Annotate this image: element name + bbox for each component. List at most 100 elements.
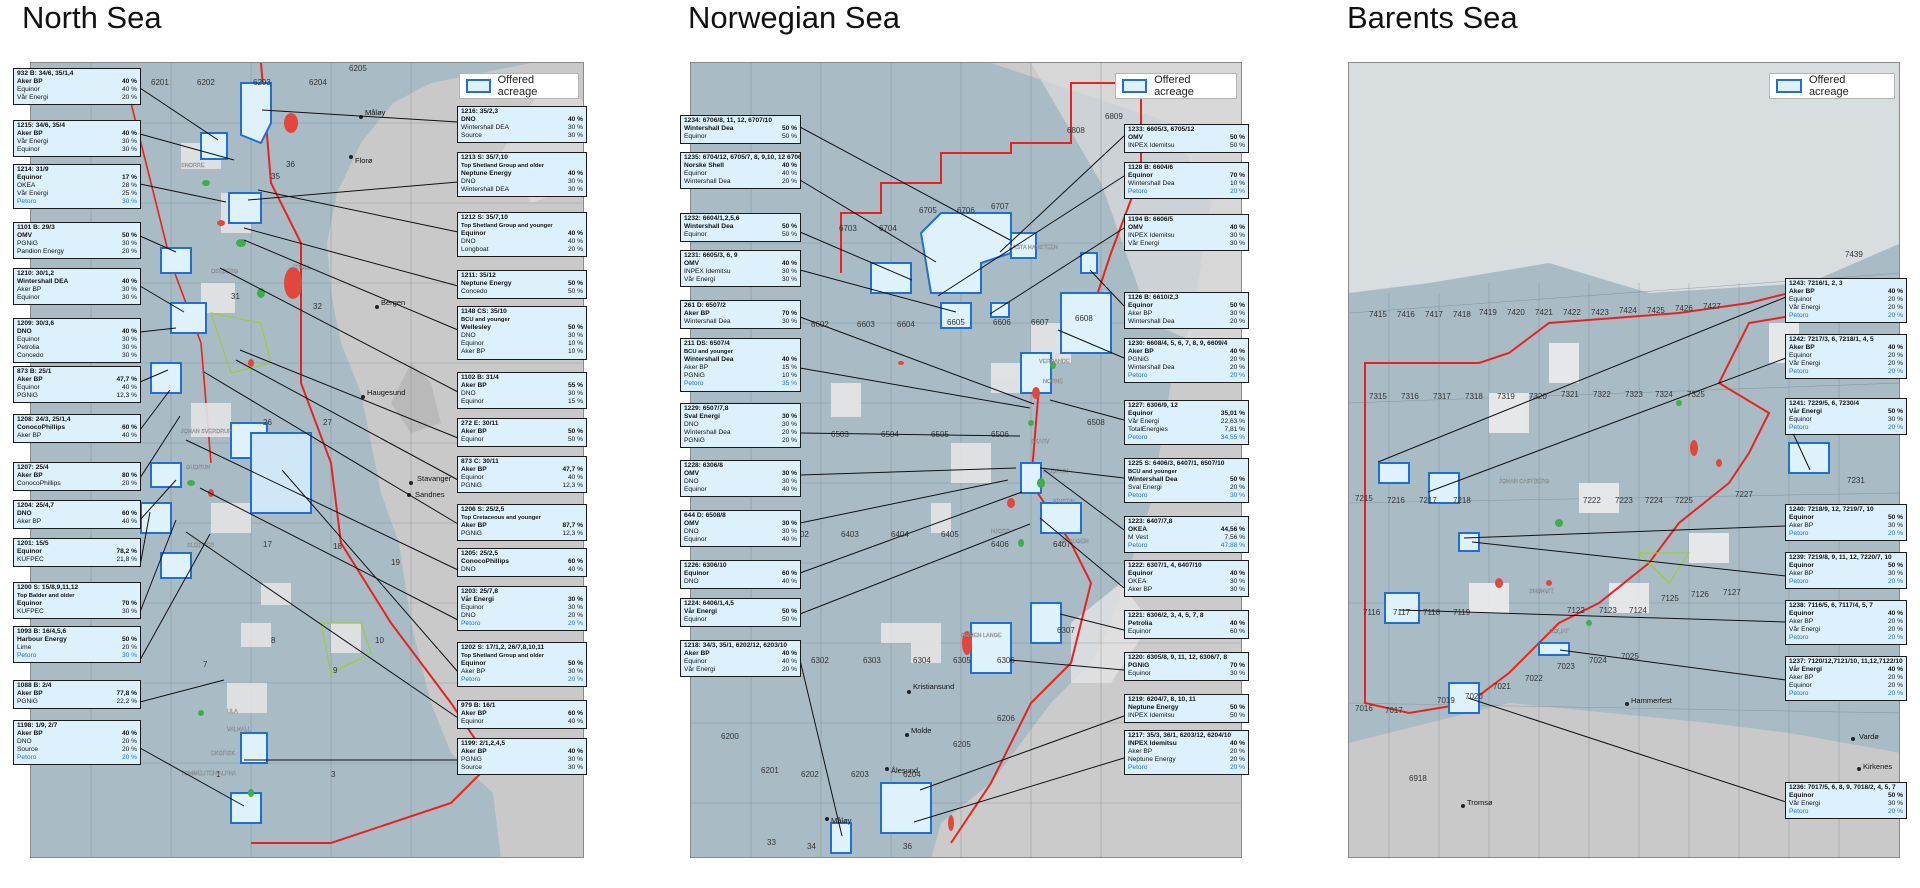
partner-share: 50 % <box>567 428 583 436</box>
block-label: 33 <box>767 838 776 847</box>
license-partner-row: DNO 40 % <box>17 328 137 336</box>
partner-name: Sval Energi <box>684 413 720 421</box>
partner-share: 60 % <box>781 570 797 578</box>
license-partner-row: Wintershall Dea 10 % <box>1128 180 1245 188</box>
partner-name: KUFPEC <box>17 608 44 616</box>
license-card-header: 1206 S: 25/2,5 <box>461 506 505 513</box>
license-card-header: 1194 B: 6606/5 <box>1128 216 1174 223</box>
block-label: 6203 <box>253 78 271 87</box>
partner-share: 20 % <box>1229 484 1245 492</box>
field-label: HEIDRUN <box>1043 469 1068 475</box>
block-label: 7116 <box>1363 608 1381 617</box>
partner-name: Wintershall Dea <box>1128 180 1175 188</box>
license-card-header: 979 B: 16/1 <box>461 702 496 709</box>
license-card: 1233: 6605/3, 6705/12 OMV 50 % INPEX Idemit… <box>1124 124 1249 154</box>
license-partner-row: PGNiG 30 % <box>17 240 137 248</box>
license-partner-row: Equinor 40 % <box>684 658 797 666</box>
partner-name: Equinor <box>1128 302 1153 310</box>
partner-share: 40 % <box>121 432 137 440</box>
license-partner-row: OMV 40 % <box>684 260 797 268</box>
license-partner-row: Aker BP 30 % <box>1128 310 1245 318</box>
partner-name: Aker BP <box>1128 310 1153 318</box>
partner-name: Sval Energi <box>1128 484 1162 492</box>
license-card-header: 1217: 35/3, 36/1, 6203/12, 6204/10 <box>1128 732 1232 739</box>
license-partner-row: Equinor 60 % <box>1128 628 1245 636</box>
partner-name: Equinor <box>684 536 707 544</box>
partner-name: Vår Energi <box>17 94 49 102</box>
license-partner-row: PGNiG 20 % <box>684 437 797 445</box>
license-partner-row: Neptune Energy 40 % <box>461 170 583 178</box>
partner-name: Equinor <box>17 336 40 344</box>
license-partner-row: Sval Energi 20 % <box>1128 484 1245 492</box>
partner-name: Equinor <box>1128 628 1151 636</box>
partner-name: Aker BP <box>461 668 486 676</box>
license-card-header: 1128 B: 6604/6 <box>1128 164 1174 171</box>
partner-share: 30 % <box>121 146 137 154</box>
partner-share: 20 % <box>1887 530 1903 538</box>
license-partner-row: Wintershall Dea 20 % <box>684 429 797 437</box>
license-partner-row: Equinor 17 % <box>17 174 137 182</box>
license-card: 1211: 35/12 Neptune Energy 50 % Concedo 50 % <box>457 270 587 300</box>
license-card-header: 1215: 34/6, 35/4 <box>17 122 66 129</box>
partner-name: Equinor <box>461 660 486 668</box>
license-card-header: 1230: 6608/4, 5, 6, 7, 8, 9, 6609/4 <box>1128 340 1228 347</box>
partner-name: Aker BP <box>17 78 43 86</box>
partner-share: 12,3 % <box>562 530 583 538</box>
barents-sea-map[interactable]: 7439 7415 7416 7417 7418 7419 7420 7421 … <box>1348 62 1900 858</box>
partner-share: 21,8 % <box>116 556 137 564</box>
partner-name: Equinor <box>684 170 707 178</box>
partner-share: 15 % <box>567 398 583 406</box>
license-card-header: 1231: 6605/3, 6, 9 <box>684 252 738 259</box>
block-label: 6205 <box>953 740 971 749</box>
partner-share: 30 % <box>567 668 583 676</box>
license-partner-row: Petoro 20 % <box>1789 530 1903 538</box>
license-card-header: 211 DS: 6507/4 <box>684 340 730 347</box>
field-label: TOMMELITEN ALPHA <box>181 771 237 777</box>
partner-share: 60 % <box>121 510 137 518</box>
city-label: Molde <box>911 726 931 735</box>
license-partner-row: Neptune Energy 50 % <box>1128 704 1245 712</box>
license-partner-row: Aker BP 40 % <box>17 78 137 86</box>
license-partner-row: DNO 40 % <box>461 238 583 246</box>
license-partner-row: Aker BP 10 % <box>461 348 583 356</box>
partner-name: DNO <box>461 178 476 186</box>
field-label: ORMEN LANGE <box>961 633 1002 639</box>
block-label: 31 <box>231 292 240 301</box>
license-card-header: 1239: 7219/8, 9, 11, 12, 7220/7, 10 <box>1789 554 1892 561</box>
license-partner-row: Sval Energi 30 % <box>684 413 797 421</box>
block-label: 6607 <box>1031 318 1049 327</box>
partner-share: 47,88 % <box>1220 542 1245 550</box>
partner-share: 20 % <box>567 612 583 620</box>
partner-share: 20 % <box>121 248 137 256</box>
license-card-header: 1088 B: 2/4 <box>17 682 52 689</box>
partner-share: 20 % <box>1887 304 1903 312</box>
partner-share: 50 % <box>567 280 583 288</box>
block-label: 7126 <box>1691 590 1709 599</box>
partner-name: Aker BP <box>461 522 487 530</box>
partner-share: 50 % <box>1229 476 1245 484</box>
block-label: 7420 <box>1507 308 1525 317</box>
license-partner-row: Equinor 40 % <box>17 384 137 392</box>
license-partner-row: PGNiG 22,2 % <box>17 698 137 706</box>
legend-label: Offered acreage <box>1154 74 1194 98</box>
block-label: 6602 <box>811 320 829 329</box>
partner-share: 87,7 % <box>562 522 583 530</box>
partner-share: 30 % <box>781 318 797 326</box>
license-card-header: 1237: 7120/12,7121/10, 11,12,7122/10 <box>1789 658 1903 665</box>
license-card-subtitle: Top Shetland Group and older <box>461 653 544 660</box>
license-partner-row: ConocoPhillips 60 % <box>17 424 137 432</box>
partner-name: Equinor <box>684 658 707 666</box>
license-card: 1088 B: 2/4 Aker BP 77,8 % PGNiG 22,2 % <box>13 680 141 710</box>
license-partner-row: Equinor 70 % <box>17 600 137 608</box>
block-label: 7323 <box>1625 390 1643 399</box>
block-label: 7227 <box>1735 490 1753 499</box>
license-card: 1225 S: 6406/3, 6407/1, 6507/10 BCU and y… <box>1124 458 1249 504</box>
field-label: SNØHVIT <box>1529 589 1554 595</box>
block-label: 3 <box>331 770 336 779</box>
partner-name: Equinor <box>1789 562 1814 570</box>
license-partner-row: ConocoPhillips 20 % <box>17 480 137 488</box>
block-label: 6203 <box>851 770 869 779</box>
partner-share: 30 % <box>567 332 583 340</box>
partner-share: 20 % <box>1887 296 1903 304</box>
license-partner-row: Vår Energi 20 % <box>1789 360 1903 368</box>
